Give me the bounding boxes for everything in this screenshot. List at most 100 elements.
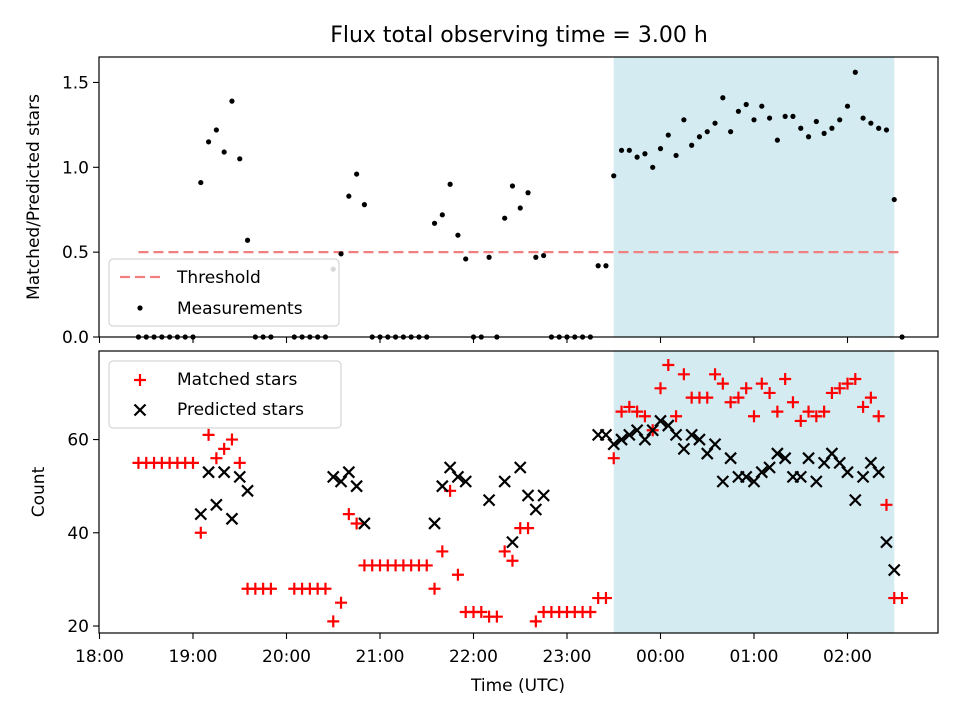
measurement-point — [704, 129, 710, 135]
matched-star-point — [475, 606, 488, 619]
predicted-star-point — [654, 414, 667, 428]
bottom-shaded-region — [613, 351, 895, 633]
predicted-star-point — [241, 484, 254, 498]
bottom-legend: Matched stars Predicted stars — [108, 360, 342, 429]
measurement-point — [346, 193, 352, 199]
predicted-star-point — [326, 470, 340, 484]
matched-star-point — [194, 526, 207, 539]
predicted-star-point — [623, 428, 636, 442]
bottom-y-tick-label: 40 — [67, 524, 89, 544]
predicted-star-point — [739, 470, 753, 484]
bottom-panel: 20 40 60 18:00 19:00 20:00 21:00 22:00 23:00 00:… — [29, 350, 939, 696]
measurement-point — [642, 151, 648, 157]
matched-star-point — [599, 592, 612, 605]
measurement-point — [463, 256, 469, 262]
matched-star-point — [818, 405, 831, 418]
matched-star-point — [187, 456, 199, 469]
predicted-star-point — [810, 475, 823, 488]
matched-star-point — [670, 410, 683, 423]
measurement-point — [205, 139, 212, 145]
measurement-point — [229, 98, 235, 104]
measurement-point — [541, 252, 547, 259]
measurement-point — [603, 263, 609, 269]
predicted-star-point — [669, 428, 683, 442]
predicted-star-point — [607, 437, 621, 451]
x-tick-label: 18:00 — [75, 647, 124, 667]
measurement-point — [626, 147, 632, 153]
matched-star-point — [872, 410, 885, 423]
measurement-point — [213, 127, 219, 133]
predicted-star-point — [802, 451, 815, 465]
x-axis-label: Time (UTC) — [470, 676, 565, 696]
measurement-point — [502, 215, 508, 221]
bottom-x-axis: 18:00 19:00 20:00 21:00 22:00 23:00 00:00 01:00… — [75, 633, 872, 667]
matched-star-point — [335, 596, 348, 609]
predicted-star-point — [677, 442, 691, 456]
predicted-star-point — [233, 470, 247, 484]
predicted-star-point — [708, 437, 722, 451]
predicted-star-point — [521, 489, 535, 502]
measurements-legend-swatch — [137, 305, 143, 311]
predicted-star-point — [513, 461, 527, 474]
predicted-star-point — [225, 512, 239, 526]
matched-star-point — [202, 428, 215, 441]
x-tick-label: 01:00 — [730, 647, 779, 667]
matched-star-point — [506, 554, 519, 567]
measurement-point — [860, 115, 866, 121]
measurement-point — [361, 202, 368, 208]
predicted-star-point — [794, 470, 808, 484]
predicted-star-point — [482, 493, 496, 507]
matched-star-point — [732, 391, 745, 404]
top-y-tick-label: 0.5 — [62, 243, 89, 263]
measurement-point — [805, 134, 812, 140]
matched-star-point — [662, 358, 675, 371]
measurement-point — [821, 130, 827, 136]
matched-star-point — [319, 582, 332, 595]
measurement-point — [876, 125, 882, 131]
matched-star-point — [841, 377, 854, 390]
measurement-point — [439, 212, 445, 218]
top-legend: Threshold Measurements — [108, 258, 340, 327]
matched-star-point — [724, 396, 737, 409]
measurement-point — [338, 251, 344, 257]
measurement-point — [696, 134, 703, 140]
matched-star-point — [794, 414, 807, 427]
predicted-star-point — [498, 475, 511, 488]
predicted-star-point — [459, 475, 472, 488]
measurement-point — [447, 181, 453, 187]
predicted-star-point — [716, 475, 730, 488]
measurement-point — [673, 152, 679, 159]
matched-stars-series — [132, 358, 909, 628]
matched-star-point — [225, 433, 238, 446]
predicted-star-point — [880, 535, 893, 549]
measurement-point — [665, 132, 671, 138]
measurement-point — [634, 154, 640, 160]
measurement-point — [790, 113, 796, 119]
predicted-star-point — [358, 517, 371, 530]
measurement-point — [595, 263, 601, 269]
top-y-tick-label: 0.0 — [62, 328, 89, 348]
bottom-y-axis-label: Count — [29, 466, 49, 517]
matched-star-point — [607, 452, 620, 465]
predicted-star-point — [529, 503, 543, 516]
predicted-star-point — [451, 470, 465, 484]
matched-star-point — [350, 517, 363, 530]
measurement-point — [509, 183, 516, 189]
matched-star-point — [654, 382, 667, 395]
top-shaded-region — [613, 57, 895, 337]
matched-star-point — [740, 382, 753, 395]
matched-star-point — [529, 615, 542, 628]
matched-star-point — [716, 377, 729, 390]
matched-star-point — [701, 391, 714, 404]
matched-star-point — [451, 568, 464, 581]
matched-star-point — [498, 545, 511, 558]
top-legend-box — [108, 258, 340, 327]
measurement-point — [486, 254, 492, 260]
bottom-y-tick-label: 60 — [67, 431, 89, 451]
matched-star-point — [755, 377, 768, 390]
predicted-star-point — [841, 465, 854, 479]
predicted-star-point — [887, 563, 901, 577]
matched-star-point — [638, 410, 651, 423]
measurement-point — [354, 171, 360, 177]
predicted-star-point — [537, 489, 550, 502]
